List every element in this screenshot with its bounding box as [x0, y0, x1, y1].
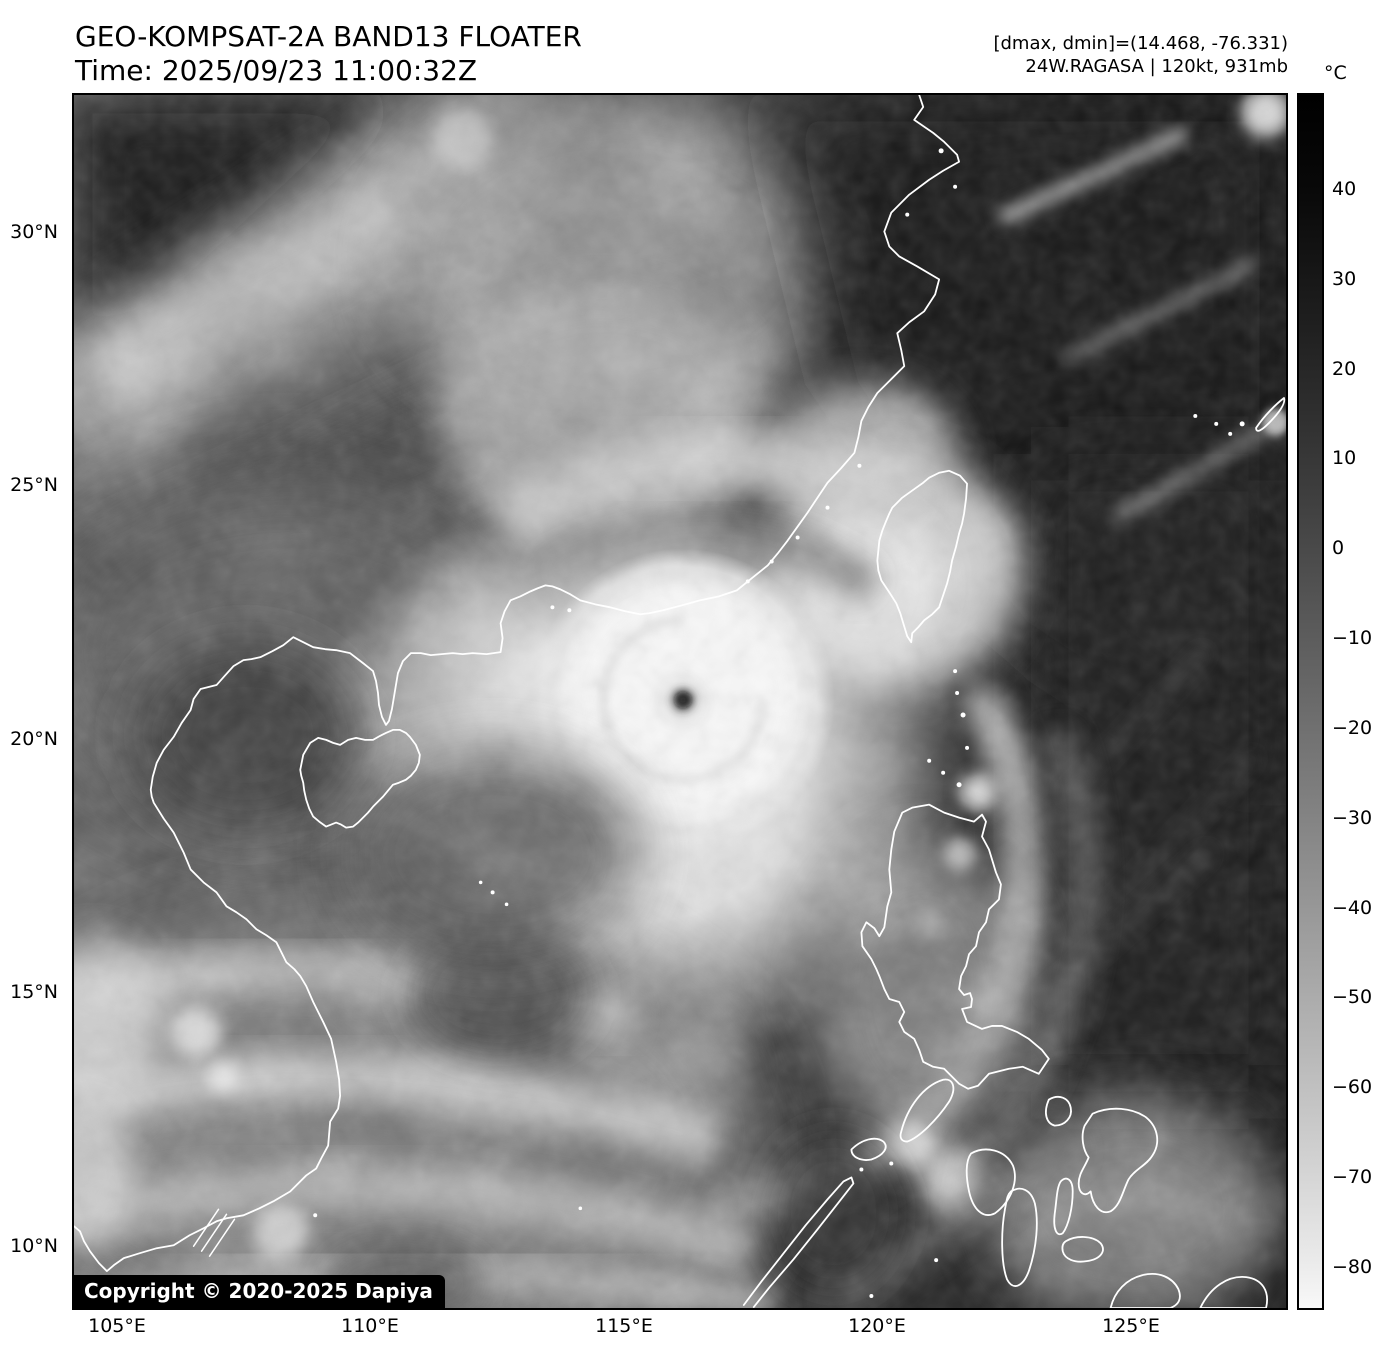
colorbar-tick-label: −70 [1332, 1166, 1373, 1188]
coastline-okinawa [1255, 397, 1286, 432]
lon-tick-label: 115°E [595, 1315, 653, 1337]
colorbar-tick-label: −40 [1332, 897, 1373, 919]
coastline-mindanao-2 [1199, 1276, 1268, 1308]
coastline-luzon [860, 803, 1050, 1090]
colorbar-tick-label: −10 [1332, 627, 1373, 649]
colorbar-tick-label: 0 [1332, 537, 1345, 559]
copyright-badge: Copyright © 2020-2025 Dapiya [74, 1275, 445, 1308]
coastline-negros [1001, 1187, 1038, 1287]
lat-tick-label: 30°N [10, 221, 58, 243]
coastline-mindanao-1 [1109, 1273, 1181, 1308]
lon-tick-label: 120°E [848, 1315, 906, 1337]
coastline-samar-leyte [1077, 1107, 1159, 1214]
coastline-busuanga [850, 1137, 887, 1161]
dmax-dmin-annotation: [dmax, dmin]=(14.468, -76.331) [993, 33, 1288, 54]
lon-tick-label: 105°E [88, 1315, 146, 1337]
colorbar-tick-label: −80 [1332, 1256, 1373, 1278]
lon-tick-label: 110°E [341, 1315, 399, 1337]
storm-annotation: 24W.RAGASA | 120kt, 931mb [1025, 56, 1288, 77]
colorbar-unit-label: °C [1324, 62, 1347, 84]
colorbar-tick-label: 30 [1332, 268, 1357, 290]
coastline-layer [74, 95, 1286, 1308]
coastline-palawan [742, 1176, 855, 1308]
lat-tick-label: 15°N [10, 981, 58, 1003]
longitude-axis-labels: 105°E 110°E 115°E 120°E 125°E [72, 1314, 1288, 1344]
colorbar-tick-label: −60 [1332, 1076, 1373, 1098]
satellite-map: Copyright © 2020-2025 Dapiya [72, 93, 1288, 1310]
coastline-mindoro [899, 1078, 955, 1143]
latitude-axis-labels: 30°N 25°N 20°N 15°N 10°N [0, 93, 64, 1310]
lat-tick-label: 25°N [10, 474, 58, 496]
coastline-taiwan [876, 469, 968, 644]
coastline-panay [965, 1148, 1016, 1216]
lon-tick-label: 125°E [1102, 1315, 1160, 1337]
colorbar [1297, 93, 1324, 1310]
product-title: GEO-KOMPSAT-2A BAND13 FLOATER [75, 20, 582, 53]
satellite-image [74, 95, 1286, 1308]
colorbar-tick-label: −30 [1332, 807, 1373, 829]
colorbar-tick-label: 10 [1332, 447, 1357, 469]
coastline-masbate [1045, 1096, 1072, 1127]
colorbar-tick-label: −20 [1332, 717, 1373, 739]
small-islands [313, 148, 1245, 1299]
colorbar-tick-label: −50 [1332, 986, 1373, 1008]
coastline-hainan [299, 729, 421, 829]
colorbar-tick-labels: 40 30 20 10 0 −10 −20 −30 −40 −50 −60 −70 −80 [1332, 93, 1390, 1310]
colorbar-tick-label: 20 [1332, 358, 1357, 380]
colorbar-tick-label: 40 [1332, 178, 1357, 200]
coastline-cebu [1053, 1177, 1074, 1236]
lat-tick-label: 20°N [10, 728, 58, 750]
lat-tick-label: 10°N [10, 1235, 58, 1257]
coastline-bohol [1061, 1236, 1104, 1263]
coastline-china-vietnam [74, 95, 960, 1273]
mekong-channels [192, 1208, 236, 1257]
timestamp: Time: 2025/09/23 11:00:32Z [75, 54, 478, 87]
annotation-block: [dmax, dmin]=(14.468, -76.331) 24W.RAGAS… [993, 32, 1288, 78]
cloud-layer [74, 95, 1286, 1308]
title-block: GEO-KOMPSAT-2A BAND13 FLOATER Time: 2025… [75, 20, 582, 88]
